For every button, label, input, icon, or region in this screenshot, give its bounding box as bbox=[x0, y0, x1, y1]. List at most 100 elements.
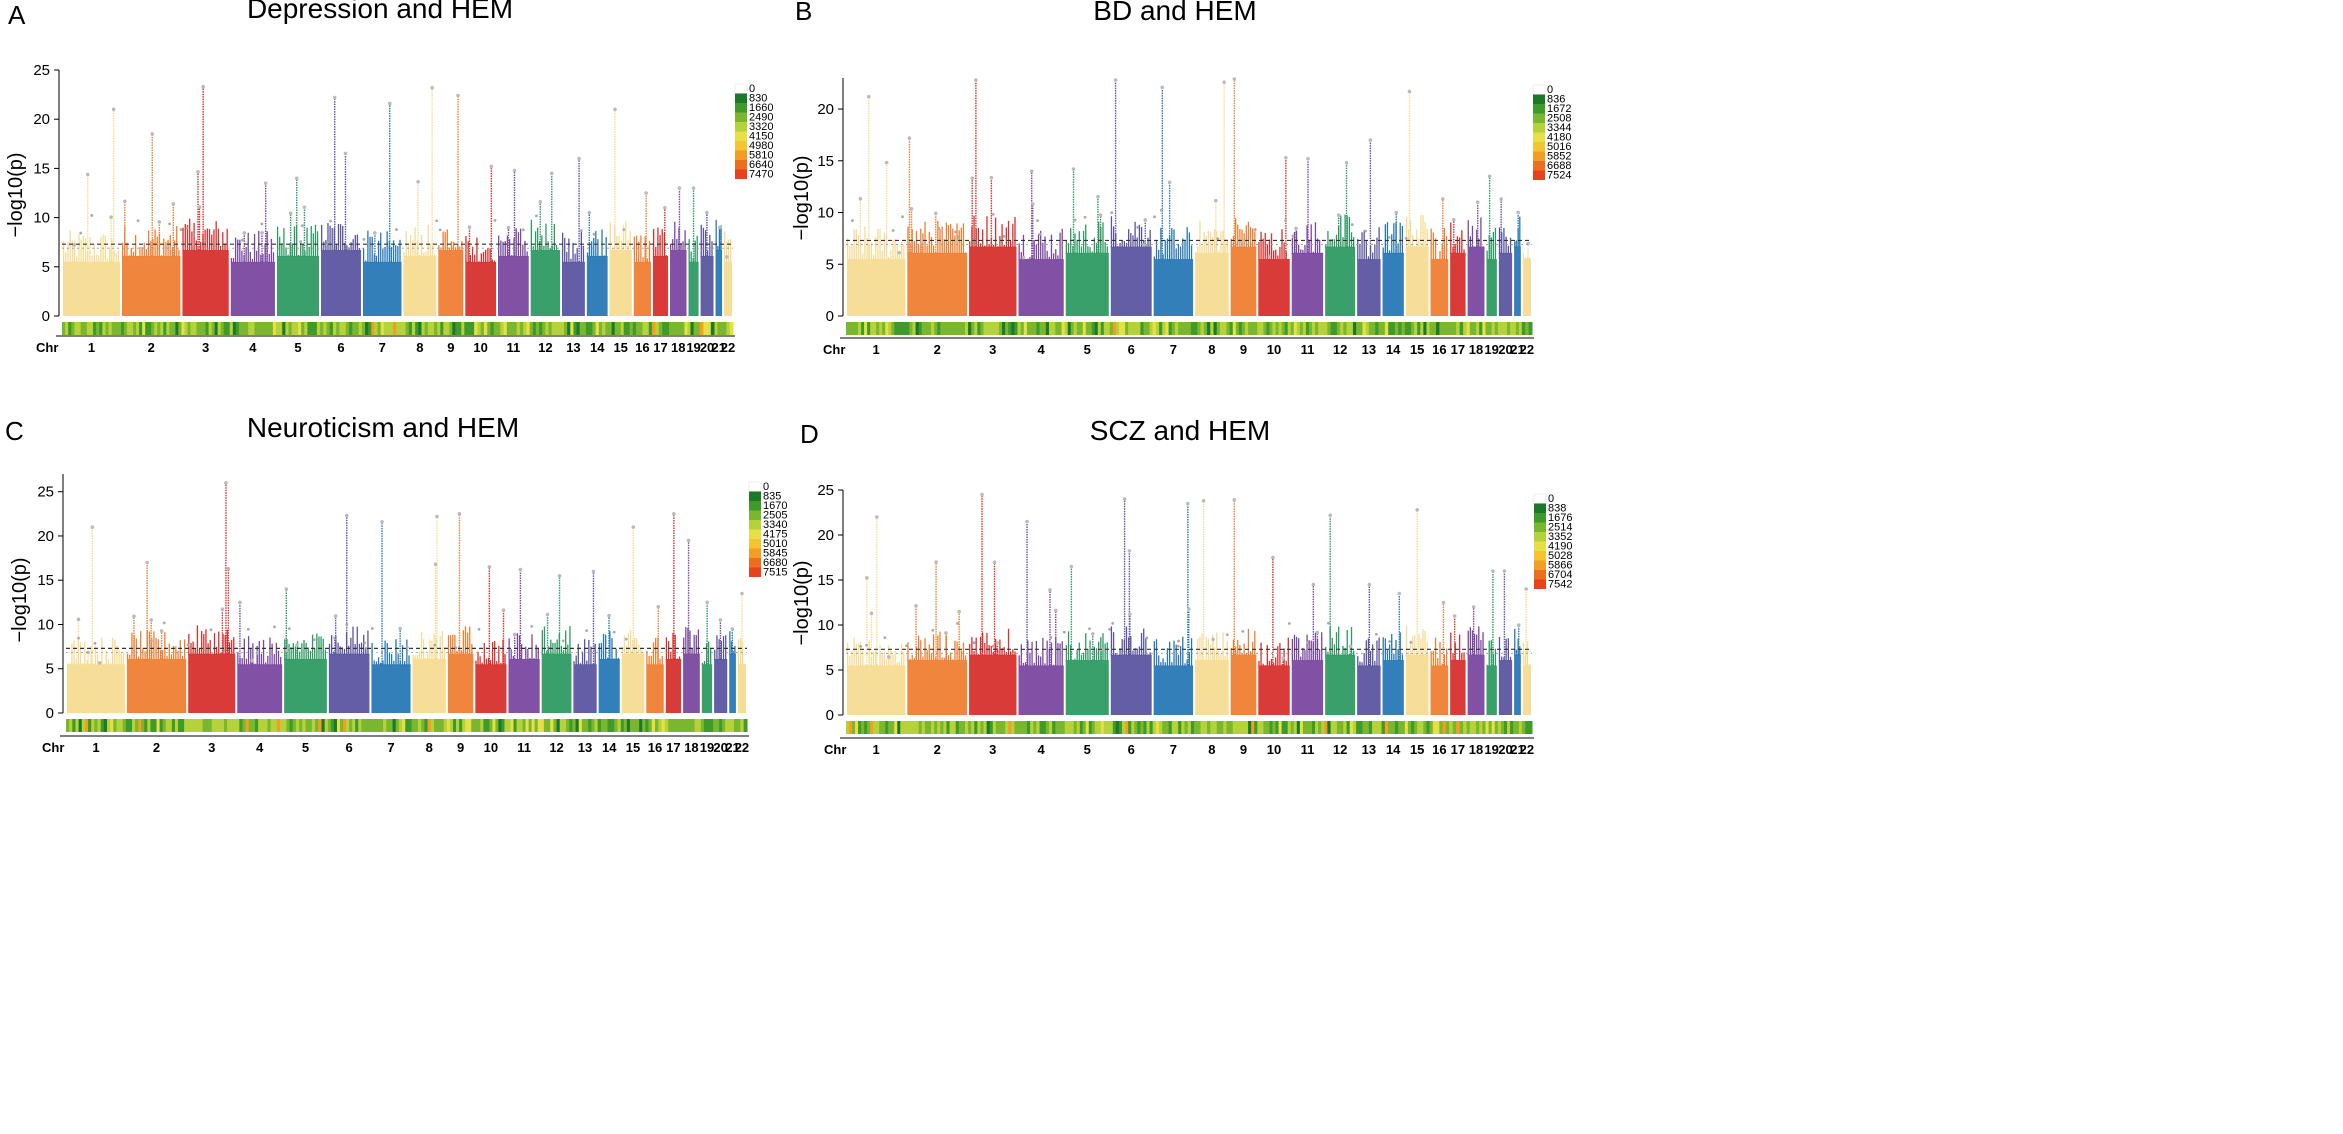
point-cluster bbox=[1220, 231, 1222, 254]
point-cluster bbox=[1409, 640, 1412, 656]
chromosome-label: 6 bbox=[1128, 342, 1135, 357]
density-cell bbox=[1112, 322, 1117, 335]
density-cell bbox=[669, 322, 673, 335]
density-cell bbox=[1131, 721, 1135, 734]
top-snp-point bbox=[1128, 612, 1132, 616]
panel-C: C Neuroticism and HEM0510152025−log10(p)1… bbox=[5, 412, 787, 755]
point-cluster bbox=[872, 651, 875, 667]
density-cell bbox=[734, 719, 738, 732]
point-cluster bbox=[851, 651, 853, 667]
point-cluster bbox=[674, 221, 676, 252]
density-cell bbox=[570, 322, 574, 335]
density-cell bbox=[427, 719, 432, 732]
density-cell bbox=[879, 322, 883, 335]
chromosome-12-band bbox=[1325, 246, 1356, 316]
point-cluster bbox=[86, 660, 88, 666]
chromosome-21-band bbox=[729, 653, 736, 713]
density-cell bbox=[729, 322, 734, 335]
density-cell bbox=[629, 322, 634, 335]
density-cell bbox=[477, 322, 482, 335]
point-cluster bbox=[1306, 634, 1308, 662]
point-cluster bbox=[454, 634, 456, 655]
lead-snp-point bbox=[521, 228, 525, 232]
point-cluster bbox=[114, 639, 116, 666]
density-cell bbox=[714, 322, 718, 335]
point-cluster bbox=[526, 251, 528, 257]
density-cell bbox=[1103, 322, 1108, 335]
point-cluster bbox=[1230, 648, 1232, 656]
density-cell bbox=[598, 322, 603, 335]
density-cell bbox=[1030, 322, 1034, 335]
density-cell bbox=[1513, 322, 1517, 335]
point-cluster bbox=[1463, 249, 1465, 254]
density-cell bbox=[1207, 322, 1211, 335]
density-cell bbox=[1002, 721, 1006, 734]
point-cluster bbox=[990, 646, 992, 656]
density-cell bbox=[1200, 322, 1205, 335]
point-cluster bbox=[926, 650, 928, 662]
density-cell bbox=[696, 322, 701, 335]
legend-swatch bbox=[749, 567, 761, 577]
density-strip-segment bbox=[846, 721, 907, 734]
density-cell bbox=[664, 719, 669, 732]
density-strip-segment bbox=[700, 719, 714, 732]
point-cluster bbox=[1140, 227, 1143, 248]
density-cell bbox=[83, 322, 88, 335]
point-cluster bbox=[870, 242, 873, 261]
density-cell bbox=[1134, 721, 1138, 734]
density-cell bbox=[1082, 322, 1087, 335]
point-cluster bbox=[693, 634, 695, 655]
lead-snp-point bbox=[186, 643, 190, 647]
chromosome-label: 6 bbox=[346, 740, 353, 755]
top-snp-point bbox=[1367, 582, 1372, 587]
density-cell bbox=[1432, 721, 1437, 734]
density-cell bbox=[417, 719, 422, 732]
point-cluster bbox=[548, 646, 550, 655]
density-cell bbox=[888, 721, 892, 734]
point-cluster bbox=[302, 244, 304, 257]
chromosome-7-band bbox=[362, 261, 402, 316]
density-cell bbox=[174, 719, 179, 732]
point-cluster bbox=[1190, 245, 1193, 261]
top-snp-point bbox=[1096, 194, 1100, 199]
point-cluster bbox=[276, 226, 279, 257]
density-cell bbox=[1404, 322, 1409, 335]
top-snp-point bbox=[72, 243, 76, 247]
legend-swatch bbox=[1534, 503, 1546, 513]
point-cluster bbox=[864, 226, 866, 261]
point-cluster bbox=[1175, 248, 1177, 261]
top-snp-point bbox=[705, 600, 709, 605]
density-cell bbox=[110, 719, 114, 732]
density-strip-segment bbox=[1381, 721, 1406, 734]
density-cell bbox=[368, 322, 372, 335]
density-cell bbox=[1219, 721, 1224, 734]
density-cell bbox=[1254, 322, 1258, 335]
chromosome-18-band bbox=[683, 653, 700, 713]
density-cell bbox=[642, 719, 646, 732]
chromosome-22-band bbox=[1522, 259, 1531, 316]
density-cell bbox=[1165, 322, 1170, 335]
chromosome-8-points bbox=[412, 514, 446, 713]
density-cell bbox=[668, 719, 673, 732]
density-cell bbox=[1327, 721, 1332, 734]
chromosome-3-points bbox=[969, 78, 1017, 316]
point-cluster bbox=[1164, 240, 1166, 261]
density-cell bbox=[1293, 721, 1298, 734]
density-cell bbox=[266, 322, 271, 335]
point-cluster bbox=[397, 653, 399, 666]
lead-snp-point bbox=[1241, 629, 1245, 633]
point-cluster bbox=[189, 218, 191, 252]
density-cell bbox=[1103, 721, 1108, 734]
chromosome-2-band bbox=[907, 252, 968, 316]
density-cell bbox=[119, 719, 124, 732]
density-cell bbox=[1423, 322, 1427, 335]
top-snp-point bbox=[591, 569, 596, 574]
point-cluster bbox=[73, 640, 75, 666]
point-cluster bbox=[1237, 224, 1239, 248]
point-cluster bbox=[1254, 231, 1256, 248]
density-cell bbox=[456, 719, 460, 732]
density-cell bbox=[371, 322, 375, 335]
density-cell bbox=[71, 322, 75, 335]
point-cluster bbox=[1528, 257, 1531, 261]
